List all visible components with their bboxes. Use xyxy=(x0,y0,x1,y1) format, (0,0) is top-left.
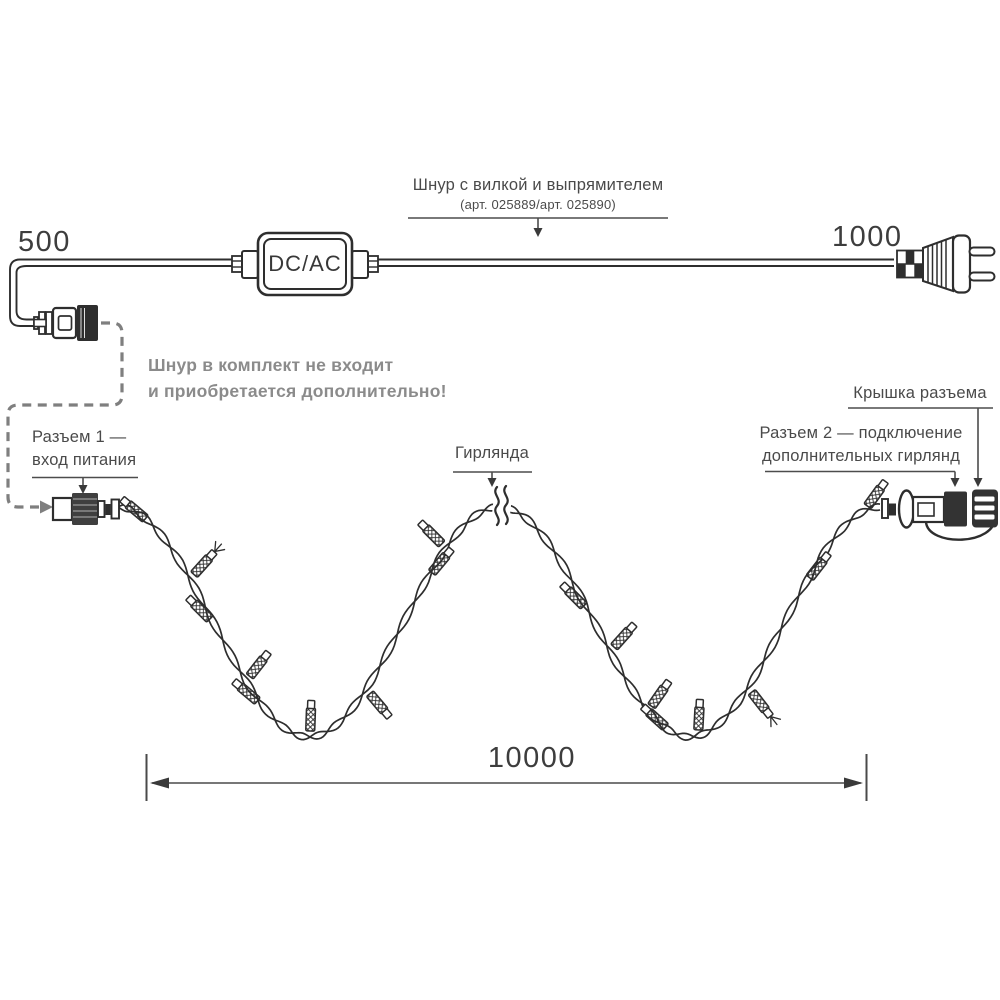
garland-wire xyxy=(117,479,889,741)
note-line-2: и приобретается дополнительно! xyxy=(148,381,447,401)
power-plug-icon xyxy=(896,234,996,294)
connector-2-label: Разъем 2 — подключение дополнительных ги… xyxy=(741,422,981,467)
pointer-arrowheads xyxy=(78,228,983,494)
cord-with-plug-title: Шнур с вилкой и выпрямителем xyxy=(412,176,664,194)
connector-2-label-line-2: дополнительных гирлянд xyxy=(761,446,961,465)
cord-not-included-note: Шнур в комплект не входит и приобретаетс… xyxy=(148,352,447,404)
note-line-1: Шнур в комплект не входит xyxy=(148,355,394,375)
garland-lamp xyxy=(610,621,638,651)
garland-lamp xyxy=(119,496,149,523)
dashed-route xyxy=(6,321,124,514)
cap-label: Крышка разъема xyxy=(853,384,987,402)
connector-cap xyxy=(972,489,998,528)
connector-1-label: Разъем 1 — вход питания xyxy=(32,426,136,471)
garland-lamp xyxy=(246,649,272,680)
garland-lamp xyxy=(231,678,261,705)
garland-lamp xyxy=(185,594,214,623)
garland-lamp xyxy=(806,551,832,581)
dashed-arrowhead-icon xyxy=(40,500,53,514)
garland-lamp xyxy=(863,479,889,509)
dc-ac-converter xyxy=(231,231,379,297)
connector-2 xyxy=(881,489,998,541)
dc-ac-label: DC/AC xyxy=(268,251,342,276)
connector-2-label-line-1: Разъем 2 — подключение xyxy=(759,424,963,442)
connector-1-label-line-1: Разъем 1 — xyxy=(32,428,127,446)
cord-with-plug-label: Шнур с вилкой и выпрямителем (арт. 02588… xyxy=(378,176,698,212)
cord-article-numbers: (арт. 025889/арт. 025890) xyxy=(460,197,616,212)
garland-lamp xyxy=(640,703,669,731)
garland-lamp xyxy=(366,690,393,720)
garland-lamp xyxy=(647,678,673,709)
cord-length-1000-label: 1000 xyxy=(832,221,903,253)
cord-length-500-label: 500 xyxy=(18,226,71,258)
power-cord xyxy=(9,258,894,327)
garland-lamp xyxy=(693,698,705,731)
garland-lamp xyxy=(428,546,455,576)
garland-length-10000-label: 10000 xyxy=(487,742,577,774)
garland-lamp xyxy=(748,689,782,728)
garland-lamp xyxy=(559,581,588,610)
connector-1-label-line-2: вход питания xyxy=(32,450,137,469)
garland-lamp xyxy=(305,699,317,732)
garland-label: Гирлянда xyxy=(455,444,529,462)
garland-lamp xyxy=(417,519,446,548)
input-connector xyxy=(33,305,98,341)
label-pointer-lines xyxy=(32,217,993,486)
connector-1 xyxy=(51,493,120,525)
dimension-line xyxy=(145,754,868,801)
garland-lamp xyxy=(190,540,226,578)
